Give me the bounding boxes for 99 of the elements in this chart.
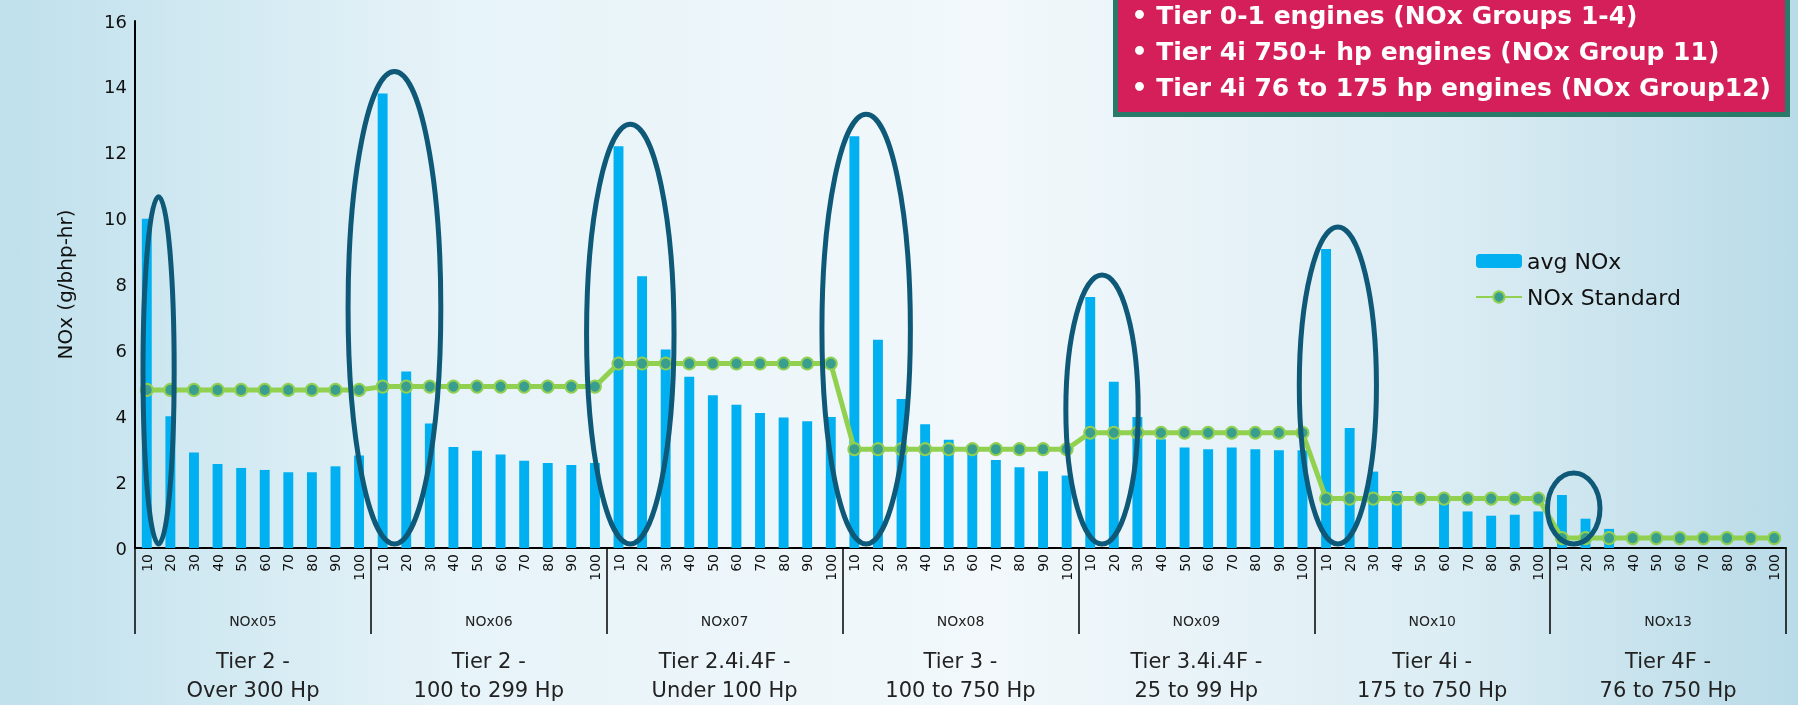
x-tick-label: 20 [1341, 554, 1358, 572]
x-tick-label: 40 [445, 554, 462, 572]
x-tick-label: 40 [917, 554, 934, 572]
x-tick-label: 20 [1105, 554, 1122, 572]
x-tick-label: 50 [1412, 554, 1429, 572]
text: Tier 2 - Over 300 Hp [186, 648, 320, 702]
x-tick-label: 10 [610, 554, 627, 572]
annotation: • Tier 4i 750+ hp engines (NOx Group 11) [1131, 36, 1721, 68]
x-tick-label: 30 [893, 554, 910, 572]
x-tick-label: 80 [1247, 554, 1264, 572]
x-tick-label: 80 [539, 554, 556, 572]
x-tick-label: 50 [704, 554, 721, 572]
x-tick-label: 20 [162, 554, 179, 572]
x-tick-label: 30 [1365, 554, 1382, 572]
x-tick-label: 40 [1152, 554, 1169, 572]
x-tick-label: 70 [752, 554, 769, 572]
text: NOx07 [700, 613, 749, 629]
x-tick-label: 70 [280, 554, 297, 572]
x-tick-label: 40 [1624, 554, 1641, 572]
y-tick-label: 10 [104, 208, 127, 230]
x-tick-label: 100 [1294, 554, 1311, 581]
x-tick-label: 40 [1388, 554, 1405, 572]
text: NOx08 [936, 613, 985, 629]
x-tick-label: 80 [1483, 554, 1500, 572]
x-tick-label: 90 [1035, 554, 1052, 572]
x-tick-label: 20 [634, 554, 651, 572]
x-tick-label: 10 [1318, 554, 1335, 572]
x-tick-label: 100 [1530, 554, 1547, 581]
text: NOx05 [229, 613, 277, 629]
x-tick-label: 20 [398, 554, 415, 572]
x-tick-label: 70 [1695, 554, 1712, 572]
x-tick-label: 30 [421, 554, 438, 572]
text: NOx13 [1644, 613, 1692, 629]
x-tick-label: 30 [657, 554, 674, 572]
legend-label: NOx Standard [1527, 284, 1681, 310]
text: NOx10 [1408, 613, 1457, 629]
x-tick-label: 30 [1601, 554, 1618, 572]
x-tick-label: 30 [1129, 554, 1146, 572]
legend-label: avg NOx [1527, 248, 1622, 274]
x-tick-label: 70 [1223, 554, 1240, 572]
x-tick-label: 90 [1742, 554, 1759, 572]
x-tick-label: 100 [822, 554, 839, 581]
x-tick-label: 90 [1270, 554, 1287, 572]
text: NOx09 [1172, 613, 1221, 629]
y-tick-label: 2 [115, 471, 127, 493]
text: NOx06 [464, 613, 513, 629]
x-tick-label: 70 [516, 554, 533, 572]
text: Tier 3.4i.4F - 25 to 99 Hp [1129, 648, 1263, 702]
annotation: • Tier 0-1 engines (NOx Groups 1-4) [1131, 0, 1639, 32]
x-tick-label: 10 [1082, 554, 1099, 572]
y-tick-label: 16 [104, 10, 127, 32]
x-tick-label: 60 [1200, 554, 1217, 572]
x-tick-label: 10 [1553, 554, 1570, 572]
x-tick-label: 70 [1459, 554, 1476, 572]
text: Tier 2.4i.4F - Under 100 Hp [651, 648, 798, 702]
annotation: • Tier 4i 76 to 175 hp engines (NOx Group12) [1131, 72, 1771, 104]
x-tick-label: 30 [185, 554, 202, 572]
x-tick-label: 100 [586, 554, 603, 581]
x-tick-label: 90 [799, 554, 816, 572]
y-tick-label: 14 [104, 76, 127, 98]
x-tick-label: 40 [209, 554, 226, 572]
x-tick-label: 70 [987, 554, 1004, 572]
x-tick-label: 60 [728, 554, 745, 572]
x-tick-label: 50 [940, 554, 957, 572]
x-tick-label: 50 [1648, 554, 1665, 572]
x-tick-label: 60 [1436, 554, 1453, 572]
x-tick-label: 20 [869, 554, 886, 572]
x-tick-label: 10 [138, 554, 155, 572]
x-tick-label: 80 [303, 554, 320, 572]
x-tick-label: 60 [492, 554, 509, 572]
text: Tier 4F - 76 to 750 Hp [1599, 648, 1737, 702]
x-tick-label: 50 [468, 554, 485, 572]
x-tick-label: 80 [775, 554, 792, 572]
y-axis-title: NOx (g/bhp-hr) [53, 209, 77, 360]
x-tick-label: 50 [233, 554, 250, 572]
x-tick-label: 100 [1766, 554, 1783, 581]
x-tick-label: 20 [1577, 554, 1594, 572]
x-tick-label: 90 [563, 554, 580, 572]
x-tick-label: 100 [351, 554, 368, 581]
x-tick-label: 50 [1176, 554, 1193, 572]
y-tick-label: 0 [115, 537, 127, 559]
text: Tier 2 - 100 to 299 Hp [413, 648, 564, 702]
x-tick-label: 90 [327, 554, 344, 572]
y-tick-label: 6 [115, 339, 127, 361]
text: Tier 3 - 100 to 750 Hp [885, 648, 1036, 702]
y-tick-label: 12 [104, 142, 127, 164]
y-tick-label: 8 [115, 274, 127, 295]
x-tick-label: 60 [964, 554, 981, 572]
x-tick-label: 40 [681, 554, 698, 572]
x-tick-label: 80 [1719, 554, 1736, 572]
x-tick-label: 60 [256, 554, 273, 572]
x-tick-label: 80 [1011, 554, 1028, 572]
x-tick-label: 10 [374, 554, 391, 572]
y-tick-label: 4 [115, 405, 127, 427]
x-tick-label: 10 [846, 554, 863, 572]
x-tick-label: 90 [1506, 554, 1523, 572]
x-tick-label: 100 [1058, 554, 1075, 581]
x-tick-label: 60 [1671, 554, 1688, 572]
text: Tier 4i - 175 to 750 Hp [1357, 648, 1508, 702]
